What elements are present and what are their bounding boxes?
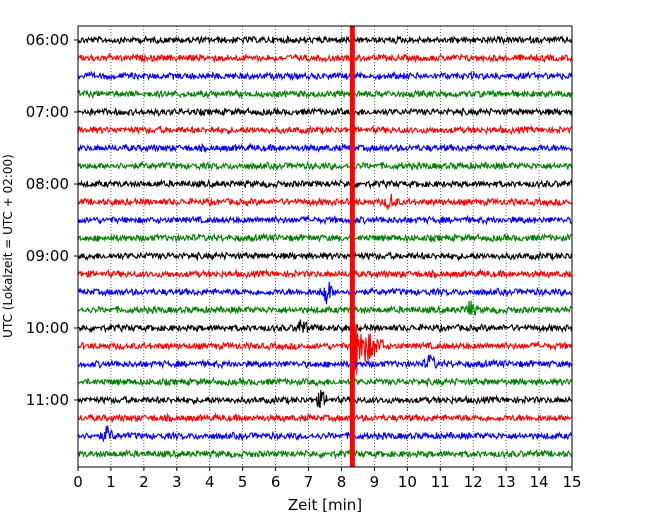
y-axis-label: UTC (Lokalzeit = UTC + 02:00) bbox=[1, 154, 15, 338]
trace-1100 bbox=[77, 389, 573, 409]
trace-1030 bbox=[77, 353, 573, 370]
trace-1145 bbox=[77, 448, 573, 460]
x-tick-label: 4 bbox=[205, 473, 215, 491]
trace-0800 bbox=[77, 178, 573, 190]
plot-frame bbox=[77, 25, 573, 468]
trace-0830 bbox=[77, 214, 573, 226]
trace-0915 bbox=[77, 268, 573, 280]
x-tick-label: 6 bbox=[271, 473, 281, 491]
trace-1045 bbox=[77, 376, 573, 388]
x-tick-label: 13 bbox=[497, 473, 516, 491]
trace-0600 bbox=[77, 34, 573, 46]
x-tick-label: 0 bbox=[73, 473, 83, 491]
y-tick-label: 09:00 bbox=[26, 247, 69, 265]
x-axis-label: Zeit [min] bbox=[288, 496, 362, 514]
x-tick-label: 15 bbox=[562, 473, 581, 491]
trace-0745 bbox=[77, 160, 573, 172]
x-axis: 0 1 2 3 4 5 6 7 8 9 10 11 12 13 14 15 bbox=[73, 467, 582, 491]
trace-0715 bbox=[77, 124, 573, 136]
x-tick-label: 1 bbox=[106, 473, 116, 491]
trace-0615 bbox=[77, 52, 573, 64]
x-tick-label: 8 bbox=[337, 473, 347, 491]
x-tick-label: 11 bbox=[431, 473, 450, 491]
x-tick-label: 9 bbox=[370, 473, 380, 491]
y-axis: 06:00 07:00 08:00 09:00 10:00 11:00 bbox=[26, 31, 78, 409]
x-tick-label: 2 bbox=[139, 473, 149, 491]
y-tick-label: 10:00 bbox=[26, 319, 69, 337]
trace-0815 bbox=[77, 193, 573, 210]
trace-0900 bbox=[77, 250, 573, 262]
trace-1000 bbox=[77, 319, 573, 334]
x-tick-label: 14 bbox=[530, 473, 549, 491]
trace-0700 bbox=[77, 106, 573, 118]
trace-layer bbox=[77, 34, 573, 460]
y-tick-label: 11:00 bbox=[26, 391, 69, 409]
trace-0930 bbox=[77, 281, 573, 305]
trace-0845 bbox=[77, 232, 573, 243]
x-tick-label: 12 bbox=[464, 473, 483, 491]
trace-1115 bbox=[77, 412, 573, 424]
trace-0945 bbox=[77, 300, 573, 316]
y-tick-label: 06:00 bbox=[26, 31, 69, 49]
trace-0630 bbox=[77, 70, 573, 82]
x-tick-label: 5 bbox=[238, 473, 248, 491]
x-tick-label: 10 bbox=[398, 473, 417, 491]
trace-0645 bbox=[77, 88, 573, 100]
y-tick-label: 08:00 bbox=[26, 175, 69, 193]
x-tick-label: 7 bbox=[304, 473, 314, 491]
trace-1015 bbox=[77, 323, 573, 375]
x-tick-label: 3 bbox=[172, 473, 182, 491]
y-tick-label: 07:00 bbox=[26, 103, 69, 121]
trace-0730 bbox=[77, 142, 573, 154]
trace-1130 bbox=[77, 425, 573, 443]
